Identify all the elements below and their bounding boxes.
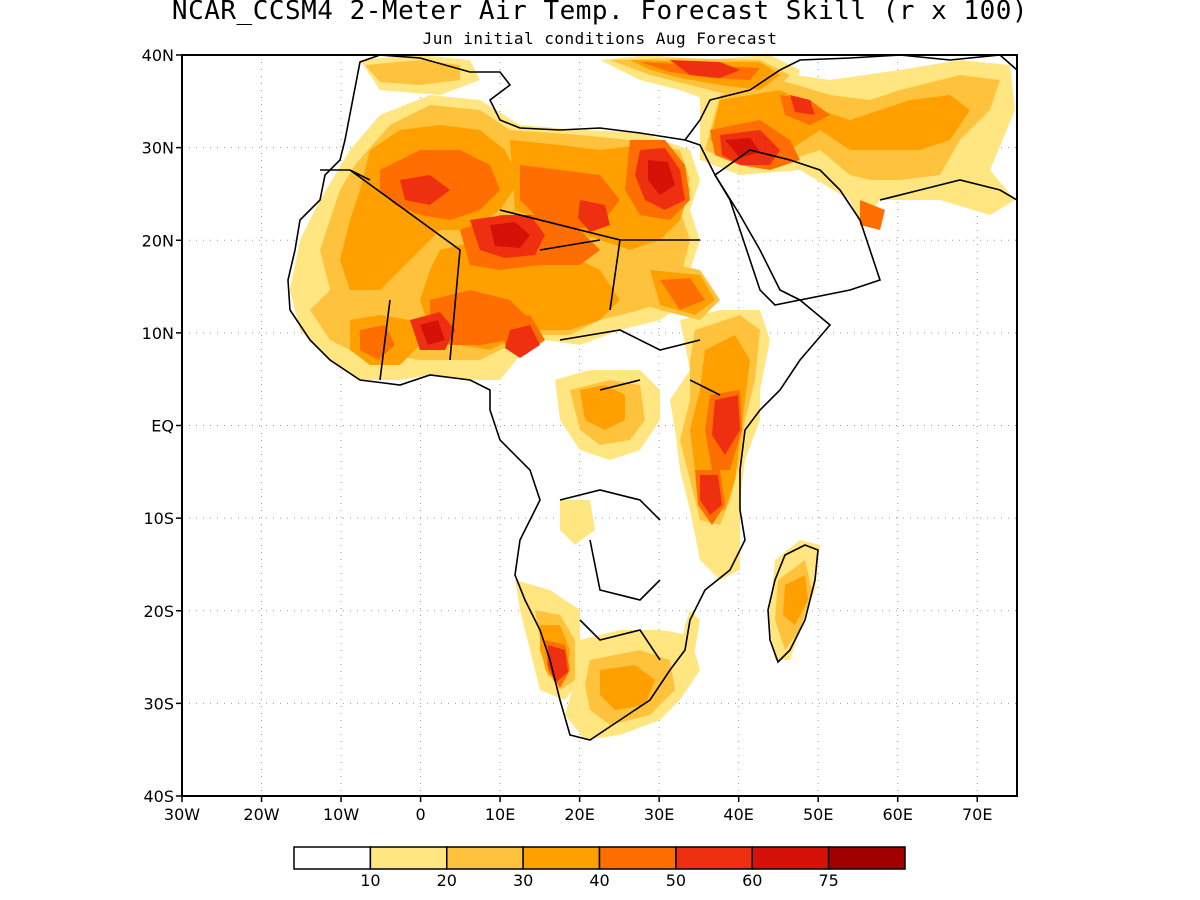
lon-label: 50E — [803, 805, 833, 824]
colorbar-swatch — [293, 846, 372, 870]
colorbar-label: 40 — [589, 871, 609, 890]
lat-label: 20S — [143, 602, 174, 621]
lat-label: 10S — [143, 509, 174, 528]
lon-label: 10W — [323, 805, 359, 824]
lon-label: 20W — [243, 805, 279, 824]
coastline-layer — [287, 55, 1017, 741]
latitude-labels: 40N 30N 20N 10N EQ 10S 20S 30S 40S — [142, 46, 174, 806]
lon-label: 0 — [415, 805, 425, 824]
colorbar-label: 75 — [818, 871, 838, 890]
colorbar-swatch — [751, 846, 830, 870]
map-subtitle: Jun initial conditions Aug Forecast — [422, 29, 778, 48]
lon-label: 40E — [723, 805, 753, 824]
colorbar-label: 60 — [742, 871, 762, 890]
colorbar: 10 20 30 40 50 60 75 — [293, 846, 906, 890]
colorbar-swatch — [675, 846, 753, 870]
colorbar-swatch — [369, 846, 448, 870]
skill-fill-layer — [290, 55, 1015, 740]
axis-ticks — [176, 54, 978, 802]
lon-label: 20E — [564, 805, 594, 824]
colorbar-swatch — [827, 846, 906, 870]
lat-label: EQ — [151, 417, 174, 436]
colorbar-label: 10 — [360, 871, 380, 890]
map-title: NCAR_CCSM4 2-Meter Air Temp. Forecast Sk… — [171, 0, 1029, 26]
lon-label: 30W — [164, 805, 200, 824]
lat-label: 10N — [142, 324, 174, 343]
colorbar-label: 30 — [513, 871, 533, 890]
lon-label: 60E — [882, 805, 912, 824]
lon-label: 10E — [485, 805, 515, 824]
lon-label: 30E — [644, 805, 674, 824]
lat-label: 20N — [142, 231, 174, 250]
lat-label: 40S — [143, 787, 174, 806]
lat-label: 30N — [142, 139, 174, 158]
colorbar-label: 20 — [437, 871, 457, 890]
colorbar-label: 50 — [666, 871, 686, 890]
colorbar-swatch — [522, 846, 601, 870]
lat-label: 40N — [142, 46, 174, 65]
lon-label: 70E — [962, 805, 992, 824]
colorbar-swatch — [446, 846, 524, 870]
colorbar-swatch — [598, 846, 677, 870]
longitude-labels: 30W 20W 10W 0 10E 20E 30E 40E 50E 60E 70E — [164, 805, 993, 824]
lat-label: 30S — [143, 694, 174, 713]
